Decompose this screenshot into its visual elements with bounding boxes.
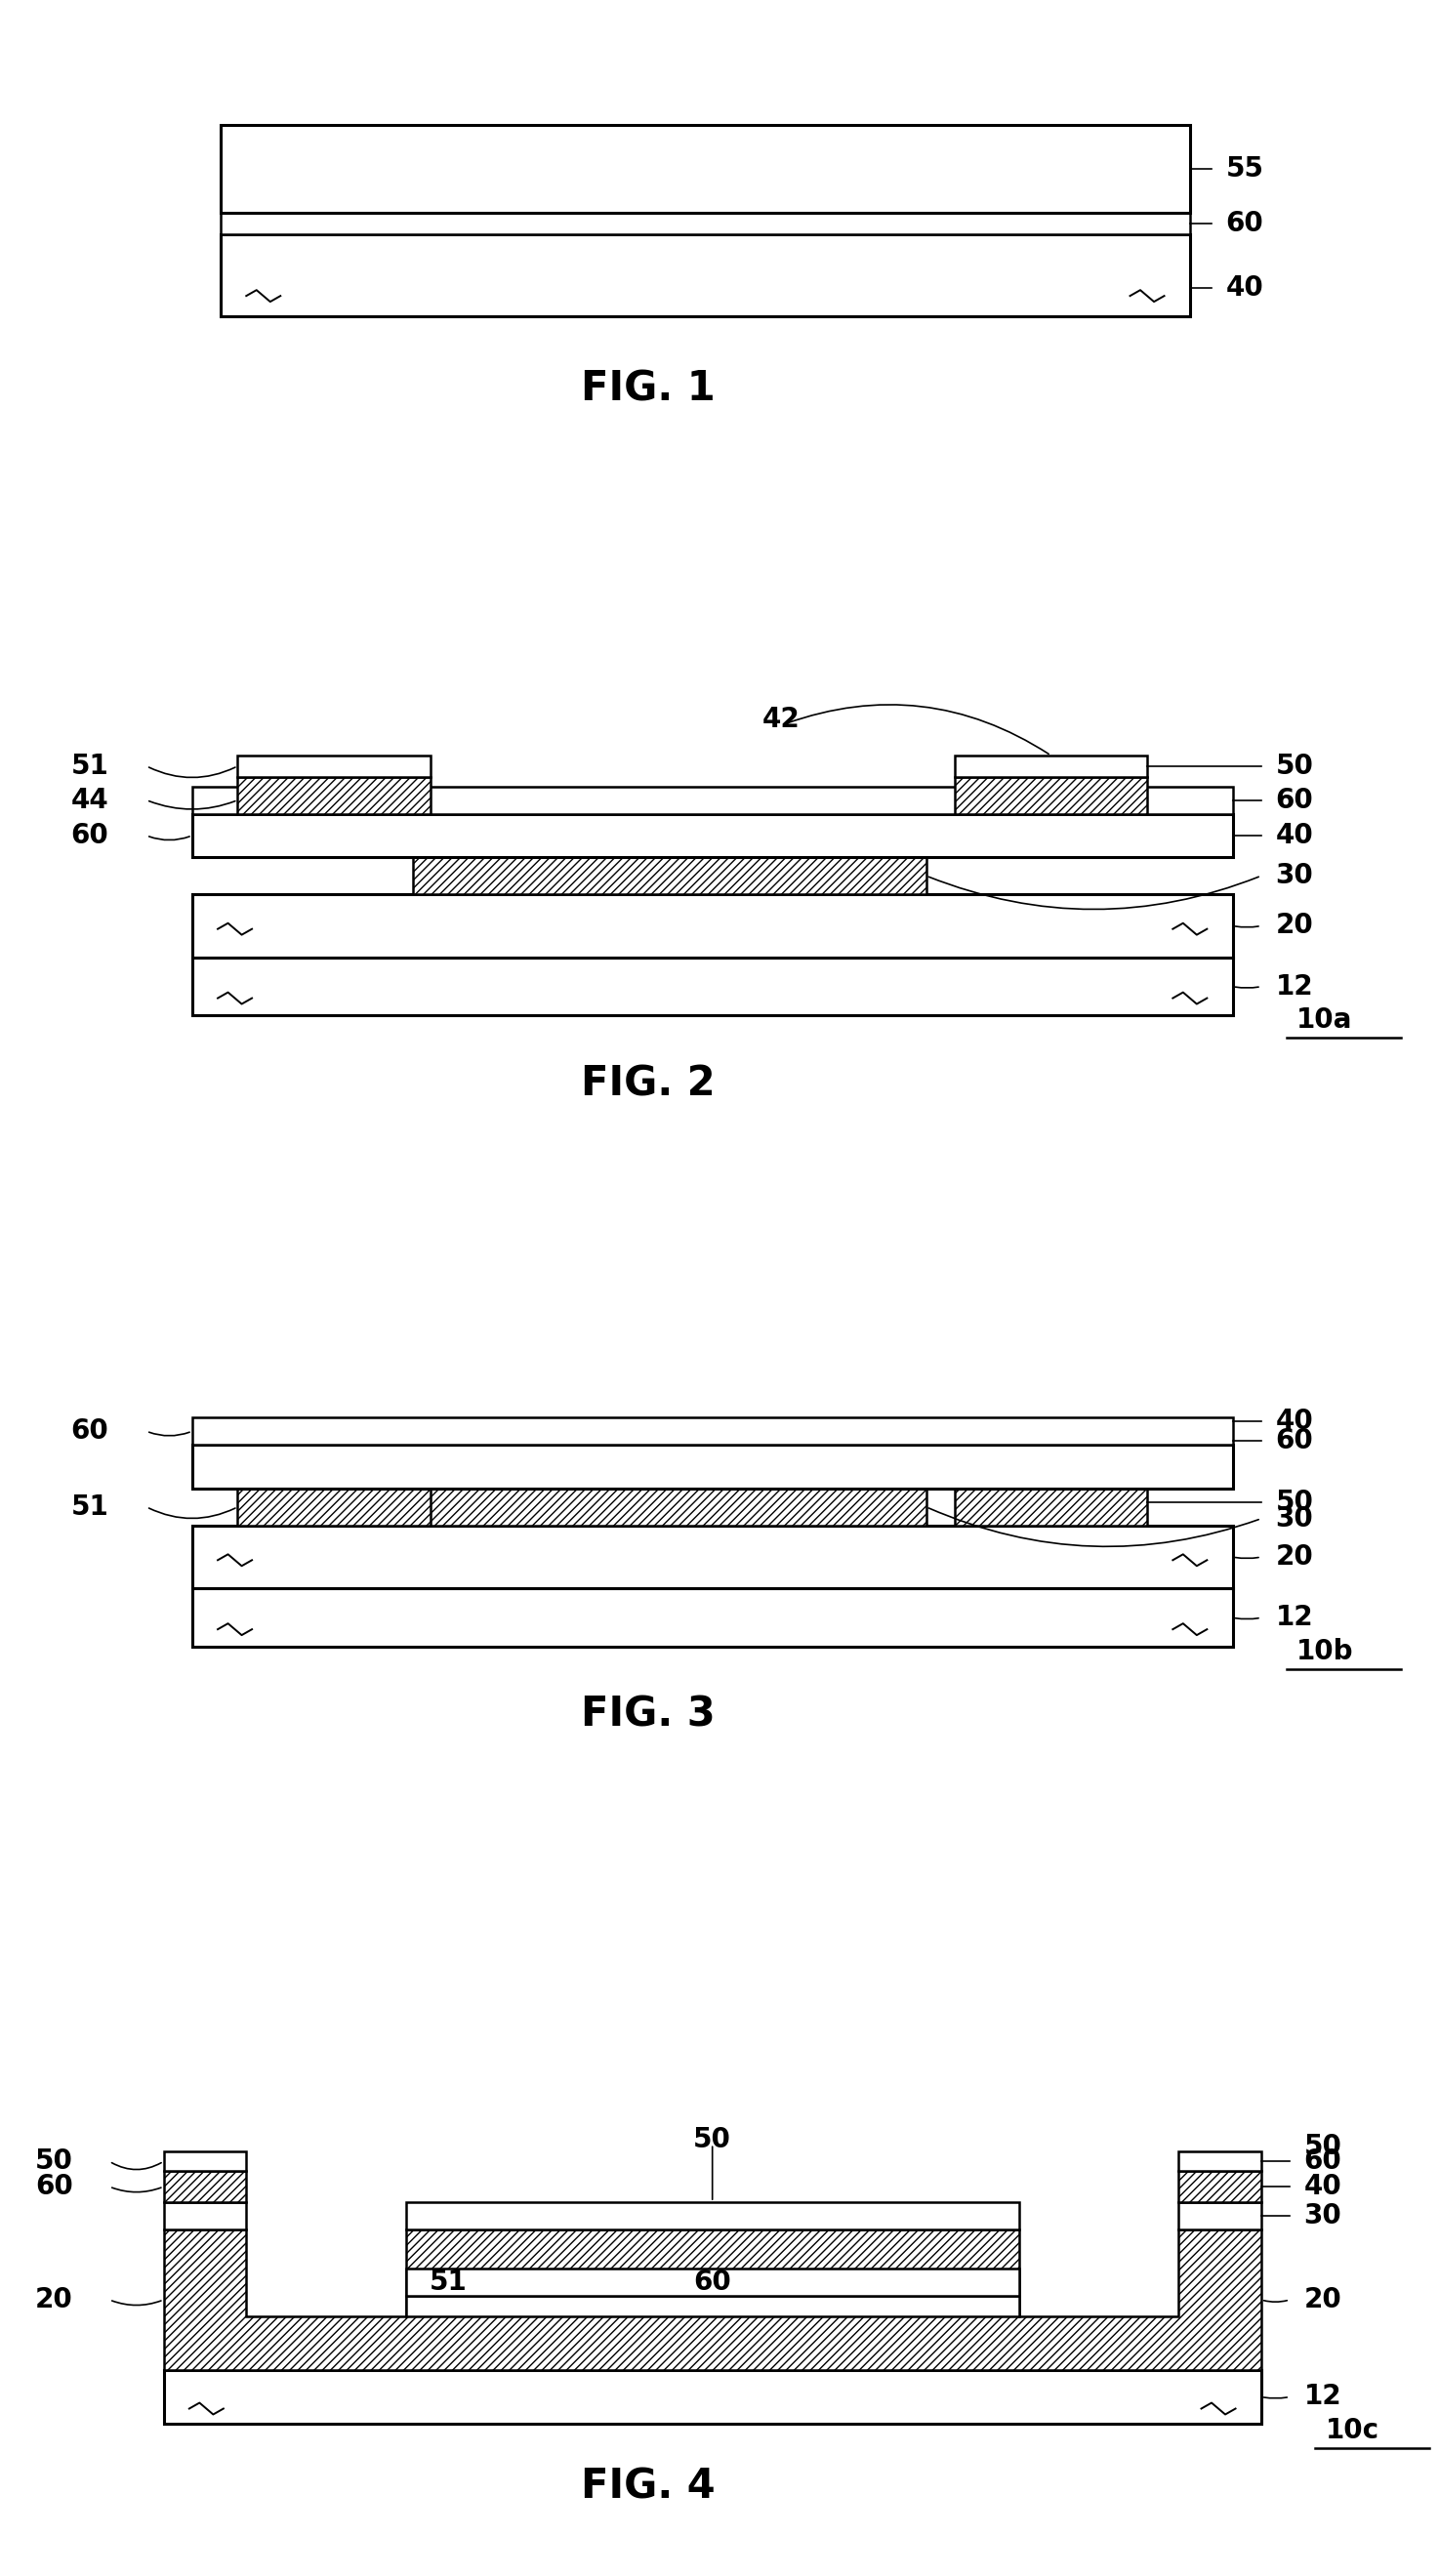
Bar bbox=[191, 1525, 1233, 1589]
Text: 10c: 10c bbox=[1325, 2416, 1379, 2445]
Text: 50: 50 bbox=[1275, 752, 1314, 781]
Bar bbox=[406, 2269, 1019, 2295]
Bar bbox=[164, 2151, 246, 2172]
Bar bbox=[413, 858, 927, 894]
Bar bbox=[413, 1489, 927, 1525]
Bar bbox=[237, 1489, 430, 1525]
Text: 40: 40 bbox=[1304, 2174, 1341, 2200]
Text: 50: 50 bbox=[1275, 1489, 1314, 1515]
Bar bbox=[220, 126, 1190, 214]
Bar bbox=[406, 2295, 1019, 2316]
Bar bbox=[1179, 2202, 1261, 2228]
Polygon shape bbox=[164, 2228, 1261, 2370]
Bar bbox=[164, 2370, 1261, 2424]
Text: 20: 20 bbox=[36, 2285, 73, 2313]
Text: 51: 51 bbox=[71, 1494, 109, 1520]
Bar bbox=[164, 2202, 246, 2228]
Bar bbox=[191, 1589, 1233, 1646]
Bar bbox=[191, 894, 1233, 958]
Text: 50: 50 bbox=[694, 2125, 731, 2154]
Text: FIG. 4: FIG. 4 bbox=[581, 2465, 715, 2506]
Bar bbox=[954, 755, 1147, 778]
Text: 12: 12 bbox=[1275, 974, 1314, 999]
Bar bbox=[191, 1445, 1233, 1489]
Text: FIG. 2: FIG. 2 bbox=[581, 1064, 715, 1105]
Text: 30: 30 bbox=[1275, 863, 1314, 889]
Text: 44: 44 bbox=[71, 786, 109, 814]
Text: 51: 51 bbox=[430, 2267, 468, 2295]
Text: 20: 20 bbox=[1304, 2285, 1341, 2313]
Bar bbox=[954, 1489, 1147, 1525]
Text: 60: 60 bbox=[1226, 209, 1263, 237]
Text: 60: 60 bbox=[1275, 786, 1314, 814]
Text: FIG. 3: FIG. 3 bbox=[581, 1695, 715, 1736]
Text: 60: 60 bbox=[1304, 2148, 1341, 2174]
Bar bbox=[237, 755, 430, 778]
Bar bbox=[954, 778, 1147, 814]
Text: 10a: 10a bbox=[1297, 1007, 1353, 1033]
Bar bbox=[191, 786, 1233, 814]
Text: 20: 20 bbox=[1275, 912, 1314, 940]
Text: 55: 55 bbox=[1226, 155, 1263, 183]
Text: 42: 42 bbox=[763, 706, 800, 734]
Bar bbox=[406, 2202, 1019, 2228]
Bar bbox=[1179, 2172, 1261, 2202]
Text: 60: 60 bbox=[1275, 1427, 1314, 1455]
Text: 60: 60 bbox=[71, 1417, 109, 1445]
Bar bbox=[220, 234, 1190, 317]
Text: 50: 50 bbox=[1304, 2133, 1343, 2161]
Text: 40: 40 bbox=[1275, 822, 1314, 850]
Text: 30: 30 bbox=[1304, 2202, 1341, 2228]
Text: 60: 60 bbox=[694, 2267, 731, 2295]
Text: 12: 12 bbox=[1275, 1605, 1314, 1631]
Text: 10b: 10b bbox=[1297, 1638, 1354, 1664]
Text: 20: 20 bbox=[1275, 1543, 1314, 1571]
Text: 40: 40 bbox=[1226, 273, 1263, 301]
Text: 50: 50 bbox=[36, 2148, 73, 2174]
Text: 60: 60 bbox=[36, 2174, 73, 2200]
Text: 30: 30 bbox=[1275, 1504, 1314, 1533]
Text: 12: 12 bbox=[1304, 2383, 1341, 2411]
Text: FIG. 1: FIG. 1 bbox=[581, 368, 715, 410]
Bar bbox=[220, 214, 1190, 234]
Text: 51: 51 bbox=[71, 752, 109, 781]
Bar bbox=[237, 778, 430, 814]
Bar bbox=[191, 1417, 1233, 1445]
Text: 40: 40 bbox=[1275, 1409, 1314, 1435]
Bar bbox=[191, 958, 1233, 1015]
Bar bbox=[164, 2172, 246, 2202]
Text: 60: 60 bbox=[71, 822, 109, 850]
Bar bbox=[191, 814, 1233, 858]
Bar bbox=[1179, 2151, 1261, 2172]
